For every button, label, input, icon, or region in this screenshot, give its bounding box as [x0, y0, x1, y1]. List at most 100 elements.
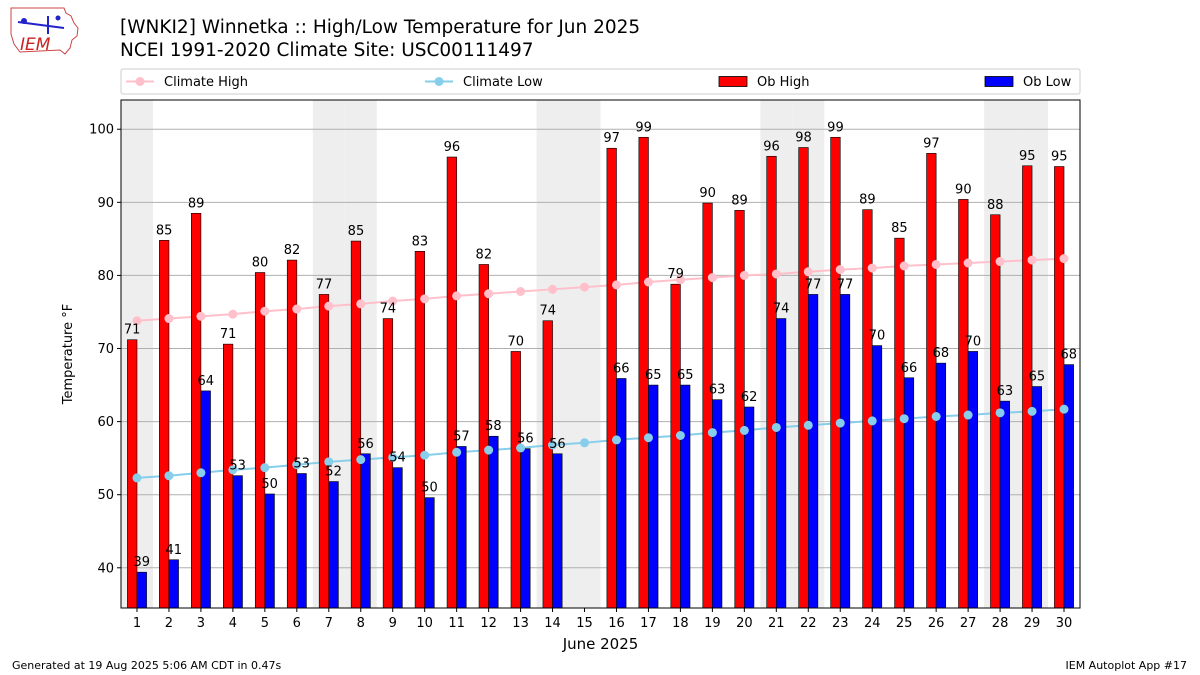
climate-high-point-day-28	[995, 257, 1005, 267]
climate-low-point-day-4	[228, 465, 238, 475]
ob-low-bar-day-16	[616, 378, 627, 609]
climate-high-point-day-12	[484, 289, 494, 299]
ob-high-label-day-9: 74	[380, 302, 397, 317]
x-tick-label-13: 13	[512, 616, 529, 631]
ob-high-bar-day-20	[734, 210, 745, 609]
climate-high-point-day-25	[899, 261, 909, 271]
climate-high-point-day-15	[580, 282, 590, 292]
ob-high-label-day-13: 70	[508, 334, 525, 349]
climate-low-point-day-1	[132, 473, 142, 483]
ob-low-bar-day-14	[552, 453, 563, 609]
ob-low-label-day-23: 77	[837, 277, 854, 292]
ob-high-bar-day-4	[222, 343, 234, 609]
ob-high-label-day-7: 77	[316, 277, 333, 292]
climate-high-point-day-24	[867, 263, 877, 273]
climate-low-point-day-14	[548, 440, 558, 450]
climate-low-point-day-5	[260, 463, 270, 473]
chart-subtitle: NCEI 1991-2020 Climate Site: USC00111497	[120, 40, 534, 61]
ob-low-bar-day-12	[488, 435, 499, 609]
logo-text: IEM	[20, 35, 51, 55]
ob-high-bar-day-14	[542, 320, 553, 609]
climate-high-point-day-2	[164, 314, 174, 324]
ob-low-label-day-9: 54	[389, 451, 406, 466]
x-tick-label-6: 6	[293, 616, 301, 631]
ob-high-bar-day-30	[1054, 166, 1065, 609]
ob-low-bar-day-25	[903, 377, 915, 609]
ob-high-label-day-20: 89	[731, 193, 748, 208]
ob-low-label-day-16: 66	[613, 361, 630, 376]
ob-high-label-day-29: 95	[1019, 149, 1036, 164]
ob-high-label-day-27: 90	[955, 182, 972, 197]
climate-high-point-day-20	[739, 270, 749, 280]
ob-high-bar-day-19	[702, 202, 713, 609]
bar-value-labels: 71 39 85 41 89 64 71 53 80 50 82 53 77 52 85 56 74 54 83 50…	[124, 120, 1077, 570]
ob-high-bar-day-18	[670, 283, 681, 609]
ob-high-bar-day-26	[926, 153, 937, 609]
ob-low-label-day-11: 57	[453, 429, 470, 444]
ob-low-label-day-12: 58	[485, 419, 502, 434]
climate-high-point-day-17	[643, 277, 653, 287]
legend-frame	[120, 68, 1081, 95]
weekend-shade-day-15	[568, 100, 601, 608]
ob-low-bar-day-22	[807, 294, 819, 609]
x-tick-label-14: 14	[544, 616, 561, 631]
climate-low-point-day-28	[995, 408, 1005, 418]
climate-low-point-day-8	[356, 455, 366, 465]
ob-low-label-day-13: 56	[517, 432, 534, 447]
x-tick-label-16: 16	[608, 616, 625, 631]
ob-low-label-day-7: 52	[325, 465, 342, 480]
x-tick-label-9: 9	[389, 616, 397, 631]
legend: Climate High Climate Low Ob High Ob Low	[120, 68, 1081, 95]
legend-item-ob-low: Ob Low	[984, 75, 1072, 90]
ob-low-label-day-3: 64	[197, 374, 214, 389]
legend-climate-low-label: Climate Low	[463, 75, 543, 90]
chart-title: [WNKI2] Winnetka :: High/Low Temperature…	[120, 17, 641, 38]
ob-high-label-day-28: 88	[987, 198, 1004, 213]
ob-high-label-day-1: 71	[124, 323, 141, 338]
ob-low-bar-day-9	[392, 467, 403, 609]
x-tick-label-29: 29	[1024, 616, 1041, 631]
y-tick-label-90: 90	[97, 196, 114, 211]
climate-points	[132, 254, 1069, 483]
climate-high-point-day-23	[835, 265, 845, 275]
ob-low-label-day-6: 53	[293, 457, 310, 472]
ob-low-bar-day-10	[424, 497, 435, 609]
ob-high-label-day-30: 95	[1051, 150, 1068, 165]
observed-bars	[127, 136, 1074, 609]
ob-low-label-day-19: 63	[709, 383, 726, 398]
climate-high-point-day-6	[292, 304, 302, 314]
y-axis-label: Temperature °F	[61, 304, 76, 405]
ob-low-label-day-14: 56	[549, 437, 566, 452]
ob-low-label-day-1: 39	[134, 555, 151, 570]
climate-low-point-day-13	[516, 443, 526, 453]
climate-high-point-day-7	[324, 301, 334, 311]
climate-low-point-day-2	[164, 471, 174, 481]
climate-low-point-day-29	[1027, 406, 1037, 416]
climate-high-point-day-5	[260, 306, 270, 316]
climate-high-point-day-14	[548, 284, 558, 294]
climate-high-point-day-22	[803, 267, 813, 277]
ob-high-bar-day-21	[766, 155, 777, 609]
x-tick-label-17: 17	[640, 616, 657, 631]
ob-high-label-day-5: 80	[252, 256, 269, 271]
x-tick-label-26: 26	[928, 616, 945, 631]
x-axis-ticks: 1 2 3 4 5 6 7 8 9 10 11 12 13 14 15 16 17 18 19 20 21 22 23 24 2…	[133, 608, 1072, 631]
ob-high-label-day-2: 85	[156, 223, 173, 238]
legend-item-ob-high: Ob High	[718, 75, 810, 90]
climate-low-point-day-6	[292, 460, 302, 470]
ob-high-label-day-19: 90	[699, 186, 716, 201]
x-tick-label-5: 5	[261, 616, 269, 631]
climate-low-point-day-3	[196, 468, 206, 478]
ob-high-label-day-24: 89	[859, 193, 876, 208]
x-tick-label-18: 18	[672, 616, 689, 631]
x-tick-label-8: 8	[357, 616, 365, 631]
x-tick-label-24: 24	[864, 616, 881, 631]
climate-high-point-day-4	[228, 309, 238, 319]
x-tick-label-4: 4	[229, 616, 237, 631]
ob-low-bar-day-26	[935, 362, 947, 609]
climate-low-point-day-22	[803, 420, 813, 430]
ob-low-bar-day-17	[648, 384, 659, 609]
climate-low-point-day-21	[771, 422, 781, 432]
climate-low-point-day-25	[899, 414, 909, 424]
